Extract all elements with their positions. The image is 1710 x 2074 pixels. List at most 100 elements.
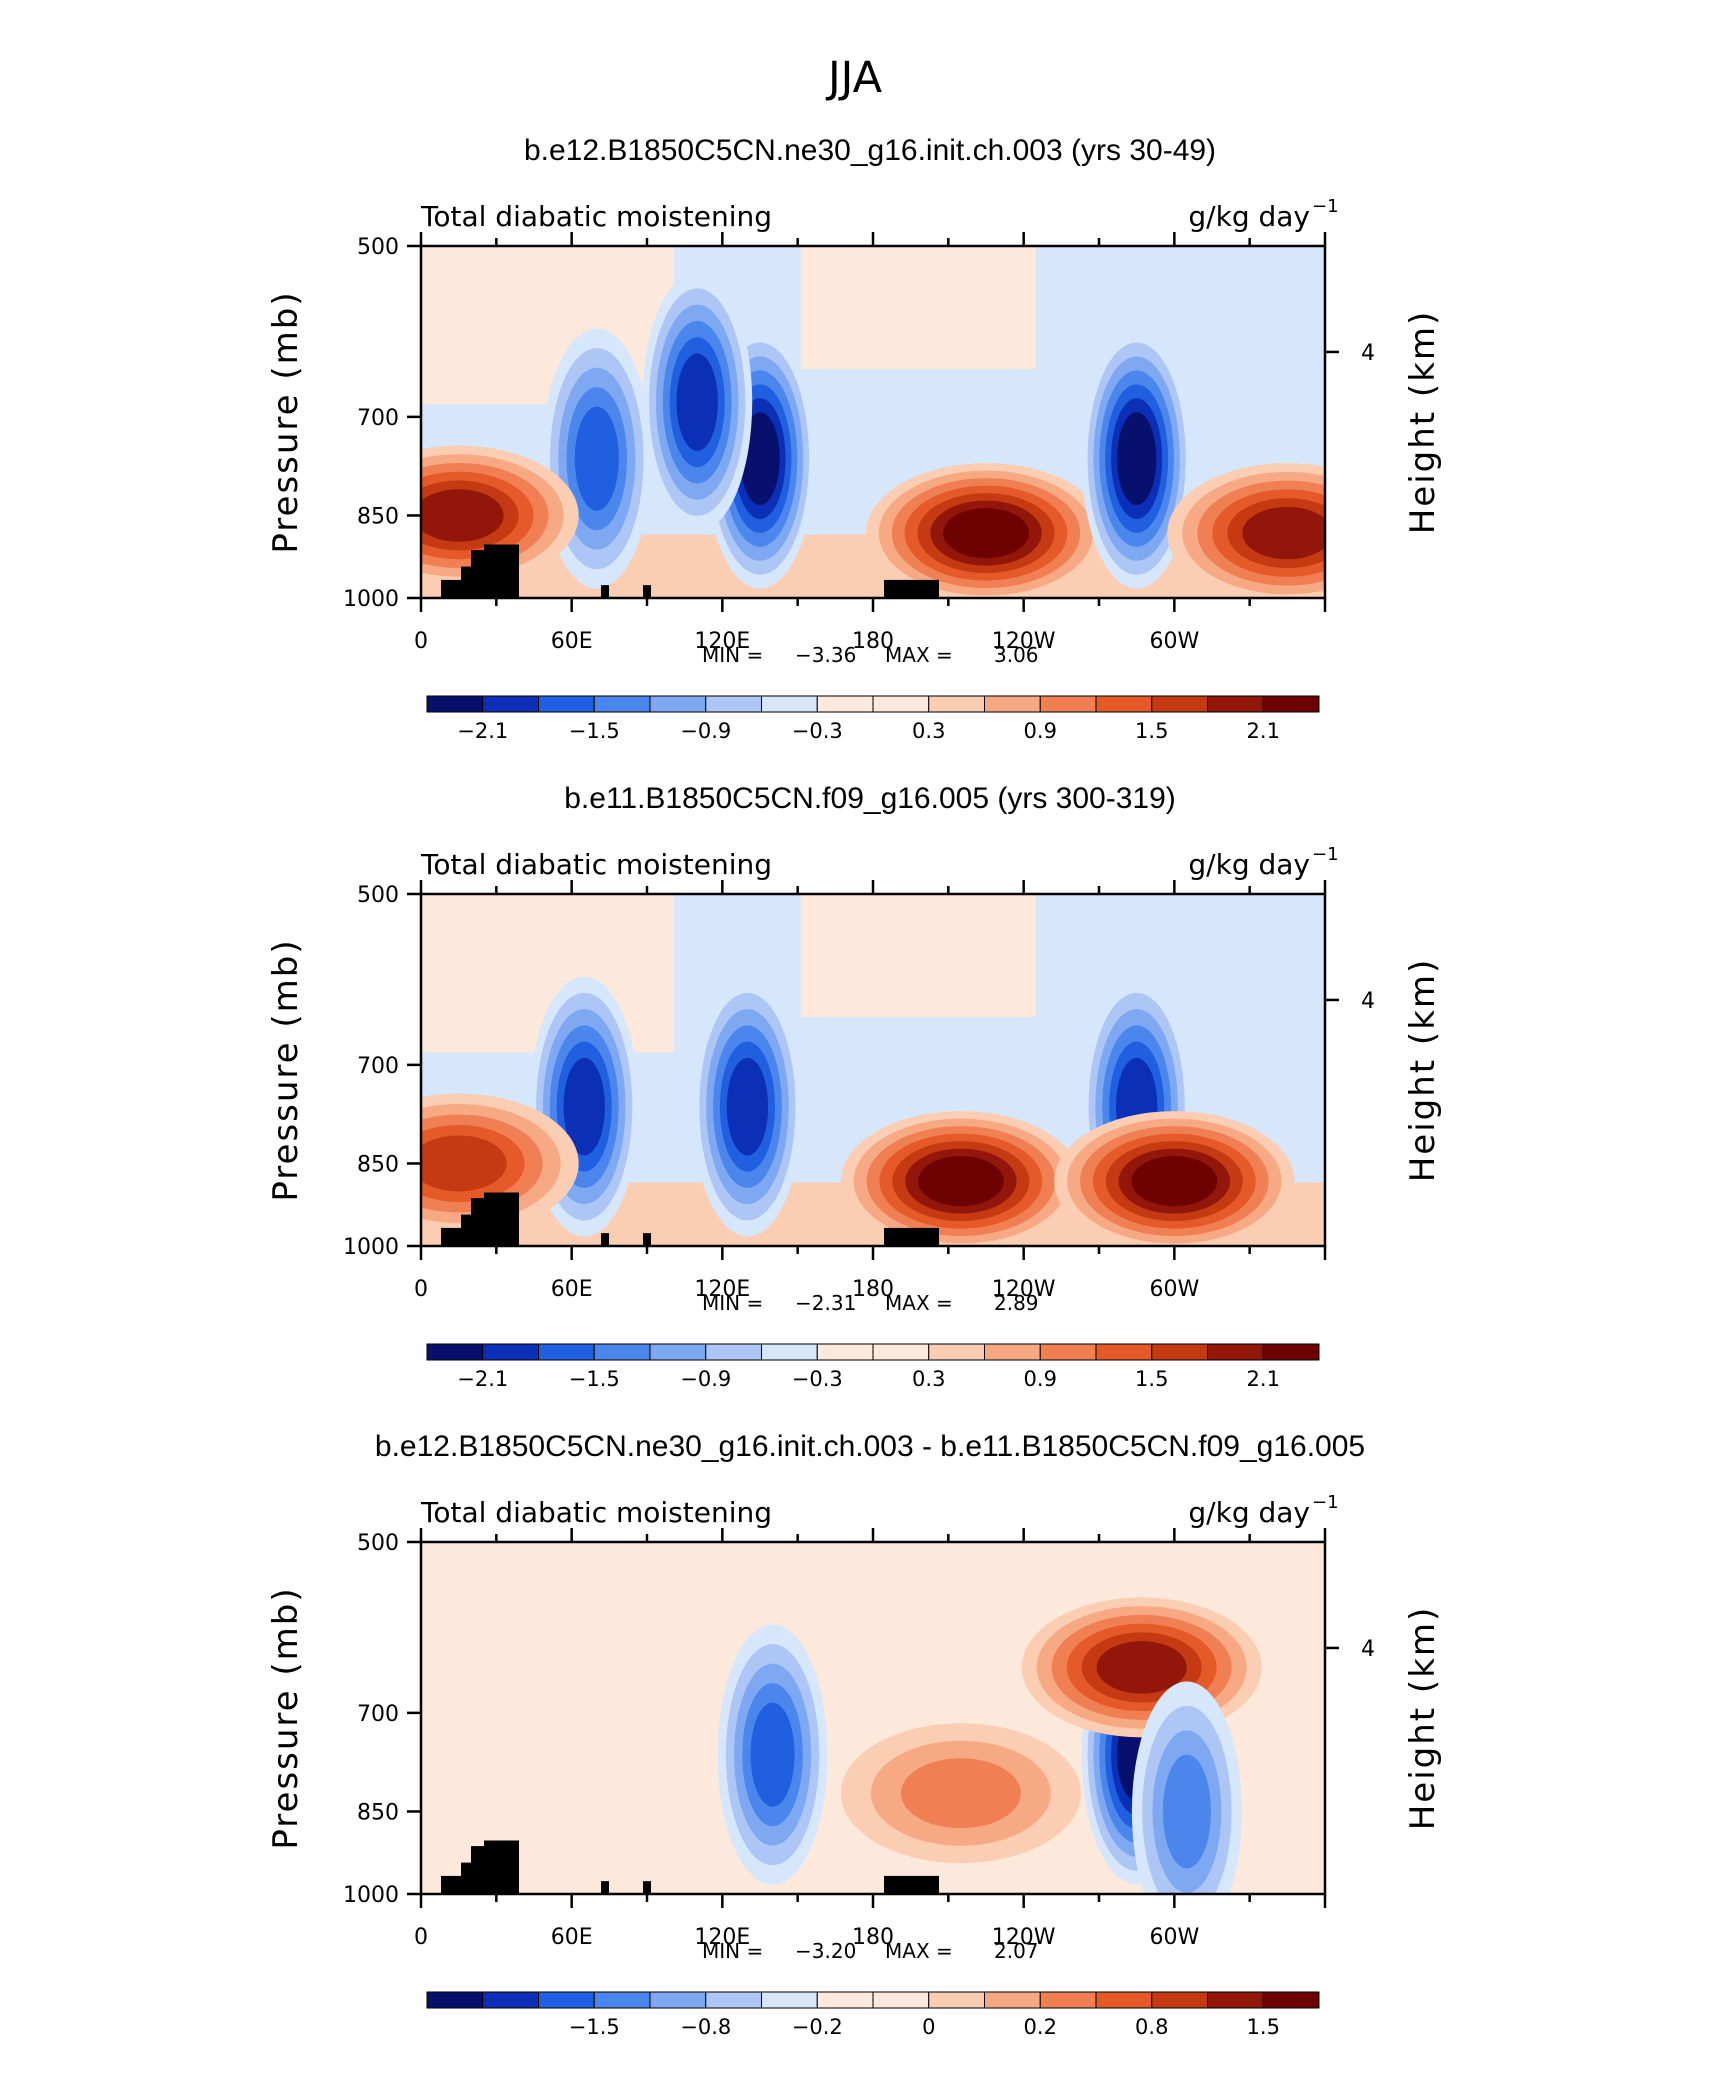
xtick-label: 180 <box>852 629 894 654</box>
colorbar-box <box>1151 1991 1208 2009</box>
colorbar-box <box>1207 1991 1264 2009</box>
colorbar-box <box>872 1343 930 1361</box>
colorbar-label: −0.9 <box>680 1367 731 1391</box>
topography <box>496 577 511 598</box>
colorbar-label: −1.5 <box>569 1367 620 1391</box>
colorbar-box <box>1262 1343 1320 1361</box>
topography <box>601 585 609 598</box>
ytick-label: 1000 <box>343 587 399 612</box>
colorbar-box <box>649 695 707 713</box>
colorbar-box <box>1039 695 1097 713</box>
colorbar-label: −0.2 <box>792 2015 843 2039</box>
xtick-label: 60E <box>551 629 593 654</box>
xtick-label: 120W <box>992 1277 1056 1302</box>
colorbar-box <box>1151 1343 1208 1361</box>
topography <box>916 1230 936 1246</box>
colorbar-box <box>984 1991 1041 2009</box>
panel-title: b.e12.B1850C5CN.ne30_g16.init.ch.003 - b… <box>375 1430 1365 1463</box>
ytick-right-label: 4 <box>1361 1637 1375 1662</box>
colorbar-box <box>1095 1991 1153 2009</box>
colorbar-label: 0.3 <box>912 719 945 743</box>
ytick-label: 1000 <box>343 1235 399 1260</box>
xtick-label: 120E <box>694 1277 750 1302</box>
xtick-label: 180 <box>852 1277 894 1302</box>
topography <box>916 1878 936 1894</box>
colorbar-label: −2.1 <box>457 1367 508 1391</box>
y-axis-title: Pressure (mb) <box>266 290 306 553</box>
units-exponent: −1 <box>1312 1492 1339 1513</box>
ytick-right-label: 4 <box>1361 989 1375 1014</box>
negative-contour <box>1117 412 1157 506</box>
colorbar-label: 2.1 <box>1247 1367 1280 1391</box>
negative-contour <box>574 406 619 511</box>
panel-1: b.e12.B1850C5CN.ne30_g16.init.ch.003 (yr… <box>266 134 1443 743</box>
y-axis-right-title: Height (km) <box>1403 310 1443 535</box>
variable-label: Total diabatic moistening <box>420 200 772 233</box>
topography <box>643 1233 651 1246</box>
colorbar-label: 1.5 <box>1135 1367 1168 1391</box>
ytick-label: 850 <box>357 1800 399 1825</box>
colorbar-label: 0.9 <box>1024 1367 1057 1391</box>
ytick-label: 500 <box>357 883 399 908</box>
contour-field <box>421 894 1325 1246</box>
xtick-label: 180 <box>852 1925 894 1950</box>
units-label: g/kg day <box>1188 200 1310 233</box>
positive-contour <box>1096 1641 1187 1694</box>
ytick-label: 500 <box>357 235 399 260</box>
xtick-label: 120W <box>992 1925 1056 1950</box>
colorbar-label: −1.5 <box>569 719 620 743</box>
min-label: MIN = <box>702 1939 763 1963</box>
max-value: 2.07 <box>994 1939 1039 1963</box>
units-exponent: −1 <box>1312 196 1339 217</box>
colorbar-label: −0.9 <box>680 719 731 743</box>
colorbar-label: −0.8 <box>680 2015 731 2039</box>
xtick-label: 120W <box>992 629 1056 654</box>
xtick-label: 0 <box>414 1925 428 1950</box>
units-exponent: −1 <box>1312 844 1339 865</box>
xtick-label: 60E <box>551 1277 593 1302</box>
colorbar-label: −0.3 <box>792 1367 843 1391</box>
max-label: MAX = <box>885 1939 953 1963</box>
colorbar-label: 0.8 <box>1135 2015 1168 2039</box>
min-label: MIN = <box>702 1291 763 1315</box>
colorbar-box <box>593 695 651 713</box>
xtick-label: 0 <box>414 629 428 654</box>
colorbar-box <box>1262 1991 1320 2009</box>
colorbar-box <box>538 1991 595 2009</box>
positive-contour <box>1242 506 1325 560</box>
colorbar-label: 1.5 <box>1135 719 1168 743</box>
min-value: −3.36 <box>795 643 856 667</box>
contour-field <box>421 246 1325 598</box>
colorbar-box <box>1039 1343 1097 1361</box>
xtick-label: 60W <box>1149 1277 1199 1302</box>
min-value: −2.31 <box>795 1291 856 1315</box>
topography <box>601 1881 609 1894</box>
ytick-label: 500 <box>357 1531 399 1556</box>
ytick-label: 700 <box>357 406 399 431</box>
colorbar-box <box>984 695 1041 713</box>
colorbar-box <box>761 1991 818 2009</box>
colorbar-label: 0.3 <box>912 1367 945 1391</box>
colorbar-box <box>1262 695 1320 713</box>
positive-contour <box>1131 1156 1218 1207</box>
colorbar-box <box>538 695 595 713</box>
xtick-label: 0 <box>414 1277 428 1302</box>
topography <box>496 1873 511 1894</box>
ytick-label: 700 <box>357 1054 399 1079</box>
max-value: 2.89 <box>994 1291 1039 1315</box>
colorbar-label: 0.9 <box>1024 719 1057 743</box>
y-axis-title: Pressure (mb) <box>266 1586 306 1849</box>
topography <box>643 585 651 598</box>
xtick-label: 120E <box>694 629 750 654</box>
colorbar-box <box>928 1343 985 1361</box>
colorbar-box <box>1207 695 1264 713</box>
colorbar-box <box>1207 1343 1264 1361</box>
ytick-label: 700 <box>357 1702 399 1727</box>
colorbar-box <box>1095 1343 1153 1361</box>
units-label: g/kg day <box>1188 848 1310 881</box>
panel-title: b.e11.B1850C5CN.f09_g16.005 (yrs 300-319… <box>564 782 1176 815</box>
y-axis-right-title: Height (km) <box>1403 958 1443 1183</box>
colorbar-box <box>705 695 762 713</box>
colorbar-label: 1.5 <box>1247 2015 1280 2039</box>
